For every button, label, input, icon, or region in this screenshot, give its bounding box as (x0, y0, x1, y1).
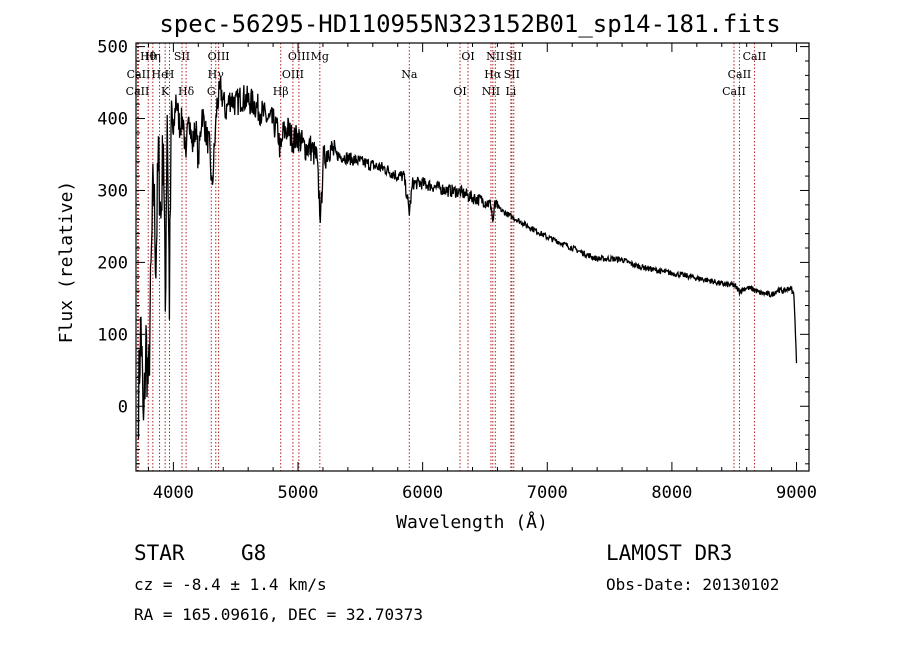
line-marker-label: Hβ (273, 85, 289, 98)
line-marker-label: OIII (282, 68, 304, 81)
y-tick-label: 200 (97, 253, 128, 273)
line-marker-label: Hθ (140, 50, 157, 63)
x-axis-ticks: 4000 5000 6000 7000 8000 9000 (147, 43, 817, 503)
y-axis-ticks: 0 100 200 300 400 500 (97, 38, 809, 465)
y-tick-label: 400 (97, 110, 128, 130)
line-marker-label: SII (506, 50, 522, 63)
line-marker-label: CaII (127, 68, 151, 81)
line-marker-label: CaII (722, 85, 746, 98)
line-marker-label: CaII (728, 68, 752, 81)
chart-title: spec-56295-HD110955N323152B01_sp14-181.f… (159, 10, 780, 38)
line-marker-label: NII (482, 85, 500, 98)
line-marker-label: G (207, 85, 216, 98)
line-marker-label: Hα (484, 68, 502, 81)
line-marker-label: Li (505, 85, 516, 98)
line-marker-label: Hη (145, 50, 161, 63)
survey-name: LAMOST DR3 (606, 541, 732, 565)
line-marker-label: SII (174, 50, 190, 63)
line-marker-label: Mg (311, 50, 329, 63)
line-marker-label: Na (401, 68, 418, 81)
line-marker-label: OIII (288, 50, 310, 63)
line-marker-label: K (161, 85, 170, 98)
line-marker-label: OIII (208, 50, 230, 63)
y-tick-label: 100 (97, 325, 128, 345)
line-marker-label: NII (486, 50, 504, 63)
y-axis-label: Flux (relative) (56, 181, 77, 344)
y-tick-label: 0 (118, 397, 128, 417)
observation-date: Obs-Date: 20130102 (606, 575, 779, 594)
object-class: STAR (134, 541, 185, 565)
x-tick-label: 4000 (153, 483, 194, 503)
line-marker-label: OI (461, 50, 474, 63)
object-subclass: G8 (241, 541, 266, 565)
x-tick-label: 9000 (776, 483, 817, 503)
y-tick-label: 300 (97, 181, 128, 201)
line-marker-label: Hγ (208, 68, 225, 81)
x-axis-label: Wavelength (Å) (396, 511, 548, 533)
line-marker-label: OI (453, 85, 466, 98)
plot-frame (135, 42, 810, 472)
x-tick-label: 8000 (651, 483, 692, 503)
redshift-velocity: cz = -8.4 ± 1.4 km/s (134, 575, 327, 594)
line-marker-label: H (165, 68, 175, 81)
spectral-line-labels: Hθ CaII CaII Hη He K SII HHδ OIII Hγ G OIII OIII Hβ Mg… (126, 50, 767, 98)
x-tick-label: 6000 (402, 483, 443, 503)
line-marker-label: He (152, 68, 168, 81)
x-tick-label: 7000 (527, 483, 568, 503)
line-marker-label: Hδ (178, 85, 195, 98)
line-marker-label: SII (504, 68, 520, 81)
line-marker-label: CaII (126, 85, 150, 98)
ra-dec-coordinates: RA = 165.09616, DEC = 32.70373 (134, 605, 423, 624)
x-tick-label: 5000 (278, 483, 319, 503)
y-tick-label: 500 (97, 38, 128, 58)
line-marker-label: CaII (743, 50, 767, 63)
spectrum-series-line (137, 77, 798, 439)
